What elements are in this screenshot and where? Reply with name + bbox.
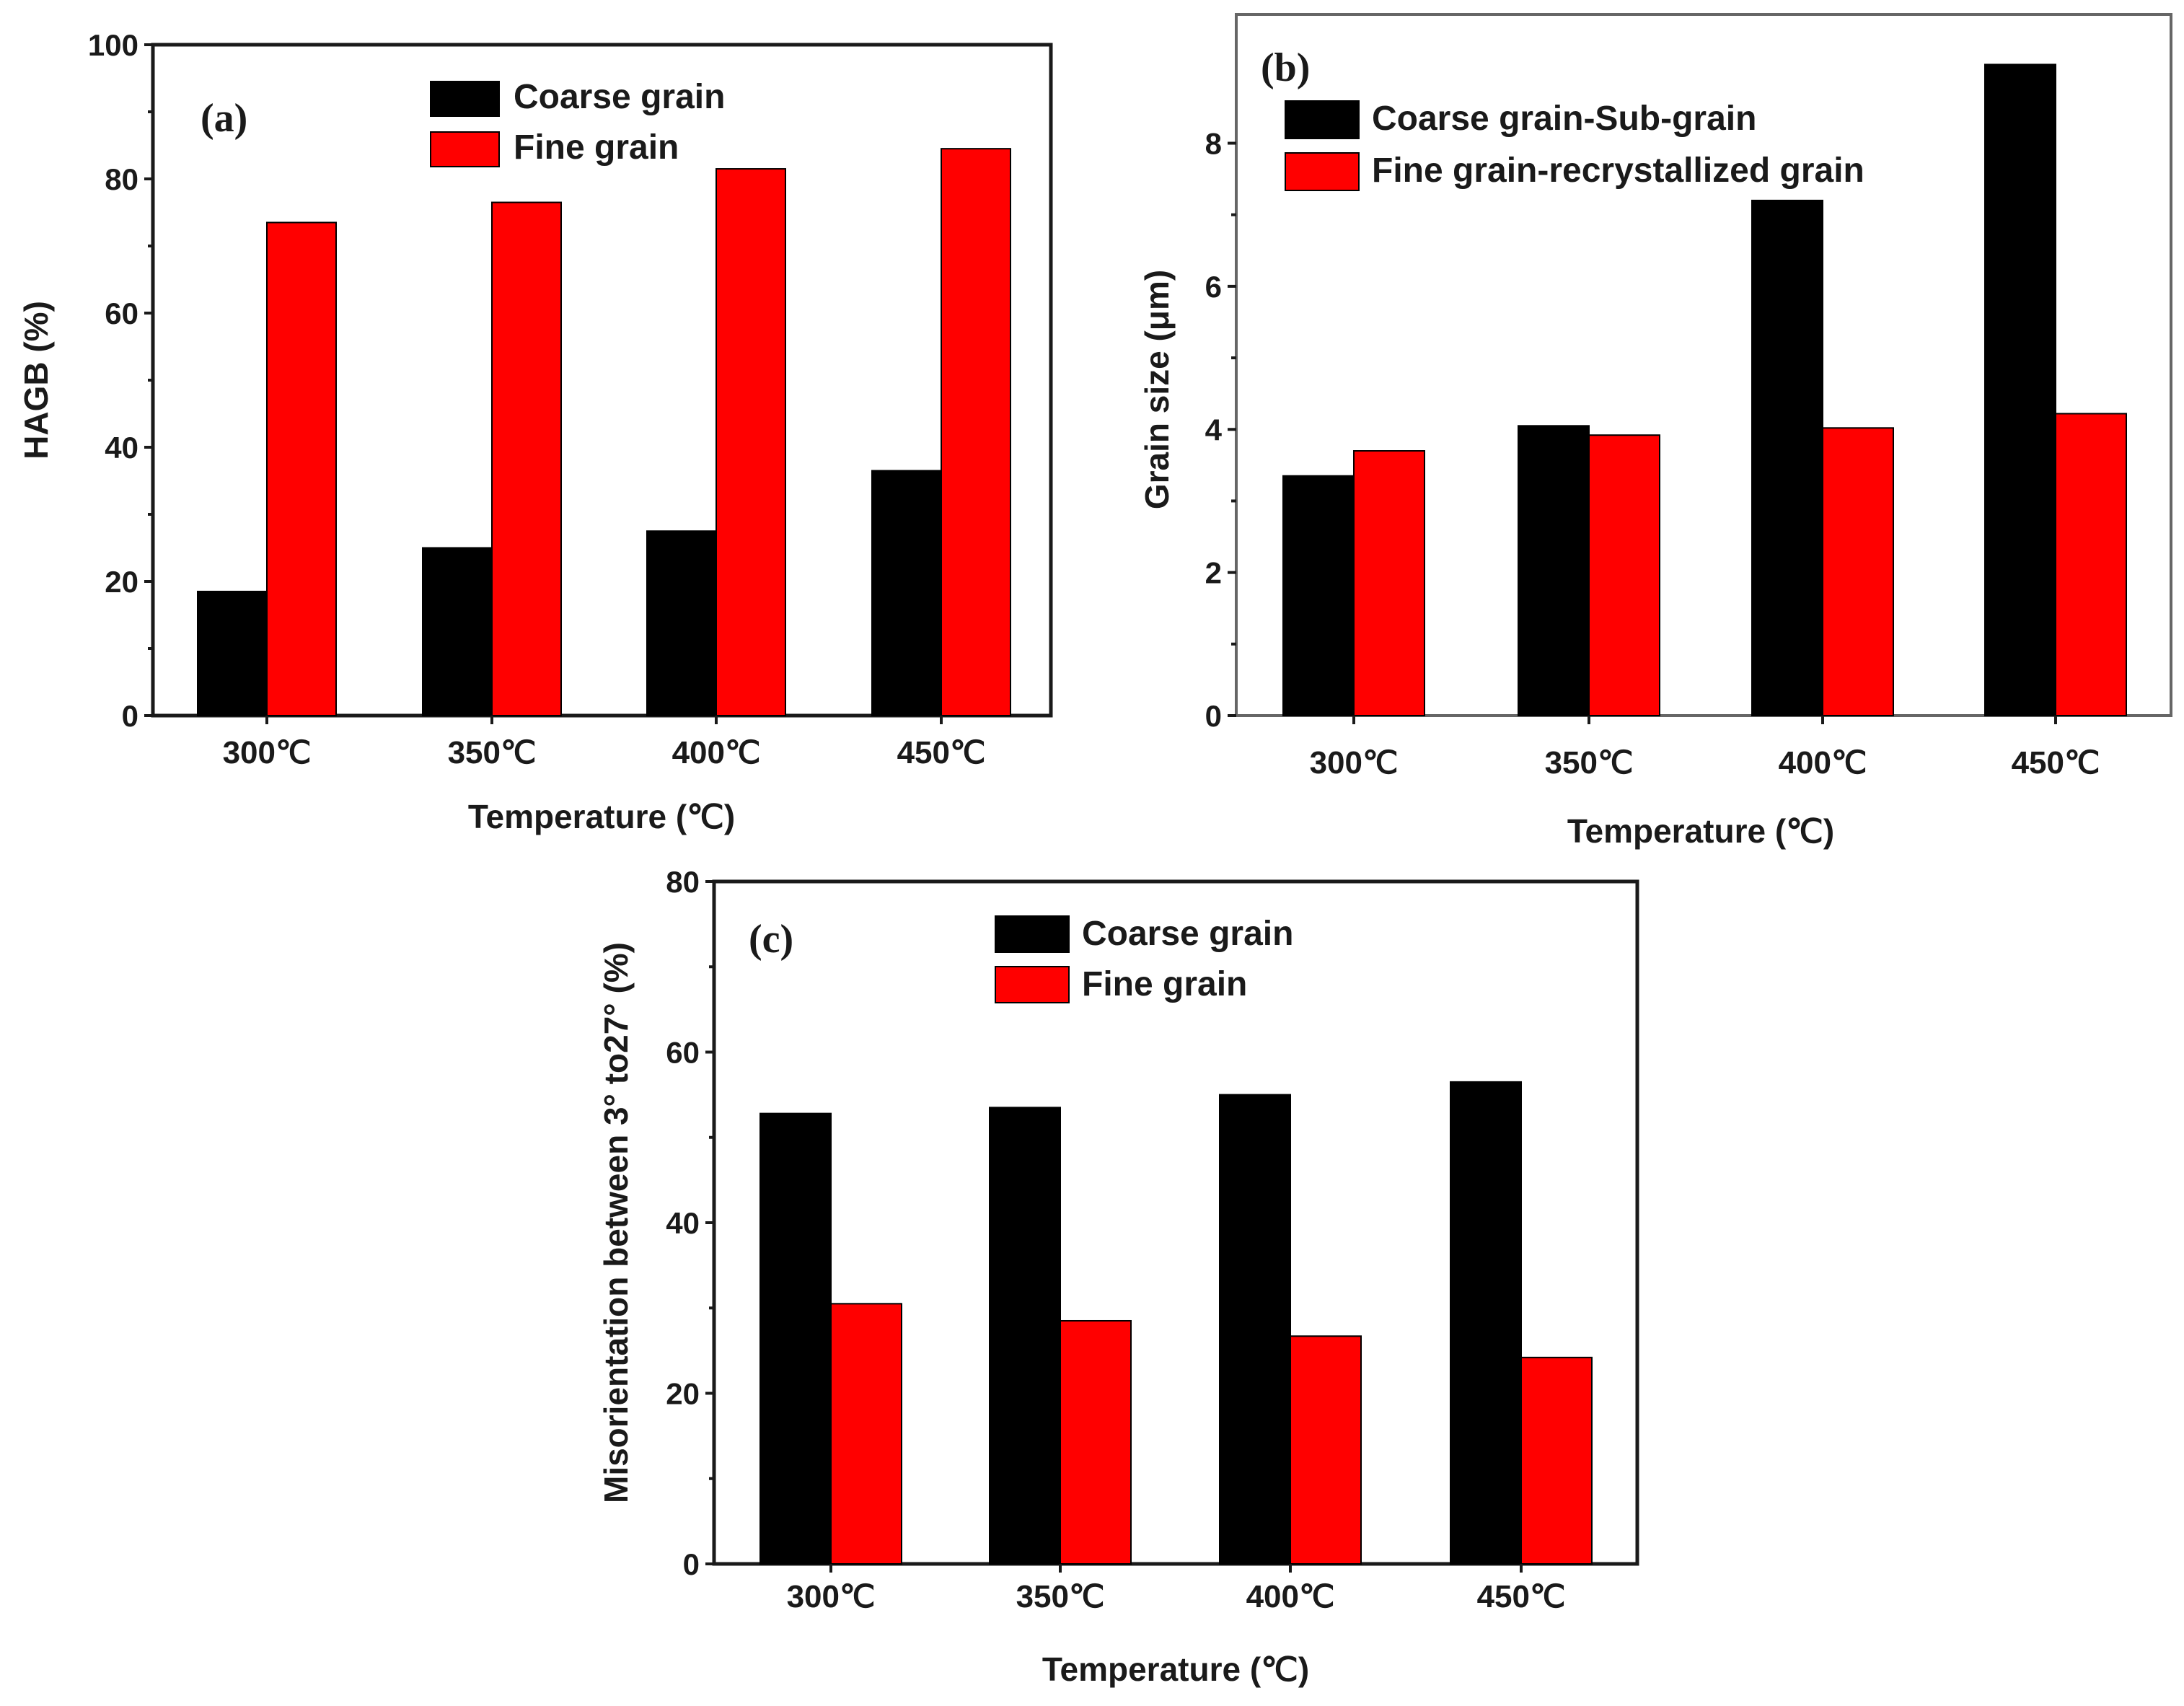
panel-b-x-tick-label-2: 400℃: [1779, 745, 1867, 781]
figure: 020406080100 300℃ 350℃ 400℃ 450℃ (a) Coarse…: [0, 0, 2184, 1706]
panel-b-bar-fine-2: [1823, 428, 1893, 716]
panel-a-x-tick-label-0: 300℃: [223, 735, 312, 770]
panel-a-legend-label-fine: Fine grain: [514, 128, 679, 167]
panel-b-x-axis: 300℃ 350℃ 400℃ 450℃: [1310, 716, 2100, 781]
panel-a-y-tick-label-2: 40: [105, 431, 138, 465]
panel-a-bar-coarse-3: [872, 471, 941, 716]
panel-a-bar-fine-0: [267, 222, 336, 716]
panel-c-x-tick-label-2: 400℃: [1246, 1579, 1335, 1614]
panel-b-bar-coarse-2: [1752, 201, 1823, 716]
panel-a-y-tick-label-4: 80: [105, 162, 138, 196]
panel-b-bar-coarse-1: [1518, 426, 1589, 716]
panel-b-y-axis-title: Grain size (μm): [1138, 270, 1176, 509]
panel-a-legend-swatch-fine: [431, 132, 499, 167]
panel-c-bar-coarse-3: [1450, 1082, 1521, 1564]
panel-c-legend-swatch-coarse: [995, 916, 1069, 952]
panel-c-legend-label-fine: Fine grain: [1082, 965, 1247, 1003]
panel-a-y-axis-title: HAGB (%): [17, 301, 55, 460]
panel-c-chart: 0 20 40 60 80 300℃ 350℃ 400℃ 450℃ (c) Coarse gr…: [597, 865, 1637, 1688]
panel-c-bar-fine-1: [1060, 1321, 1131, 1564]
panel-c-y-tick-label-0: 0: [683, 1547, 700, 1581]
panel-a-y-axis: 0 20 40 60 80 100: [88, 28, 153, 733]
panel-a-x-axis-title: Temperature (℃): [468, 798, 735, 835]
panel-c-y-axis-title: Misorientation between 3° to27° (%): [597, 942, 635, 1503]
panel-b-legend-label-coarse: Coarse grain-Sub-grain: [1372, 100, 1756, 138]
panel-a-y-tick-label-1: 20: [105, 565, 138, 599]
panel-c-y-axis: 0 20 40 60 80: [666, 865, 714, 1581]
panel-c-y-tick-label-4: 80: [666, 865, 700, 899]
panel-c-bar-coarse-0: [760, 1114, 831, 1564]
panel-b-legend-label-fine: Fine grain-recrystallized grain: [1372, 151, 1864, 190]
panel-c-bar-fine-2: [1290, 1336, 1361, 1564]
panel-b-y-tick-label-1: 2: [1205, 556, 1222, 590]
panel-b-bar-fine-3: [2056, 413, 2126, 716]
panel-a-legend: Coarse grain Fine grain: [431, 78, 725, 167]
panel-a-x-axis: 300℃ 350℃ 400℃ 450℃: [223, 716, 986, 770]
panel-b-legend-swatch-coarse: [1285, 101, 1359, 138]
panel-a-bars: [198, 149, 1010, 716]
panel-c-x-tick-label-3: 450℃: [1477, 1579, 1566, 1614]
panel-b-x-axis-title: Temperature (℃): [1567, 812, 1834, 850]
panel-c-y-tick-label-3: 60: [666, 1036, 700, 1070]
panel-c-bar-fine-3: [1521, 1358, 1592, 1564]
panel-b-y-tick-label-2: 4: [1205, 413, 1223, 447]
panel-a-legend-label-coarse: Coarse grain: [514, 78, 725, 116]
panel-a-chart: 0 20 40 60 80 100 300℃ 350℃ 400℃ 450℃ (a) Coarse…: [17, 28, 1051, 835]
panel-c-bar-coarse-2: [1220, 1095, 1290, 1564]
panel-b-y-tick-label-3: 6: [1205, 270, 1222, 304]
panel-b-bar-coarse-0: [1283, 476, 1354, 716]
panel-c-bar-fine-0: [831, 1303, 902, 1564]
panel-b-bar-fine-0: [1354, 451, 1425, 716]
panel-b-x-tick-label-0: 300℃: [1310, 745, 1399, 781]
panel-c-x-axis-title: Temperature (℃): [1042, 1650, 1309, 1688]
panel-c-x-tick-label-1: 350℃: [1016, 1579, 1105, 1614]
panel-c-y-tick-label-1: 20: [666, 1377, 700, 1411]
panel-c-legend-swatch-fine: [995, 967, 1069, 1003]
panel-c-label: (c): [749, 917, 793, 962]
panel-c-x-tick-label-0: 300℃: [787, 1579, 876, 1614]
panel-b-y-tick-label-0: 0: [1205, 699, 1222, 733]
panel-c-y-tick-label-2: 40: [666, 1206, 700, 1240]
panel-b-x-tick-label-3: 450℃: [2012, 745, 2100, 781]
panel-a-y-tick-label-0: 0: [122, 699, 138, 733]
panel-a-bar-coarse-0: [198, 592, 267, 716]
panel-a-label: (a): [201, 96, 247, 141]
panel-b-y-tick-label-4: 8: [1205, 127, 1222, 161]
panel-b-bar-fine-1: [1589, 435, 1660, 716]
panel-a-y-tick-label-5: 100: [88, 28, 138, 62]
panel-c-legend: Coarse grain Fine grain: [995, 915, 1293, 1003]
panel-b-bar-coarse-3: [1985, 64, 2056, 716]
panel-b-label: (b): [1261, 45, 1310, 90]
panel-a-x-tick-label-3: 450℃: [897, 735, 986, 770]
panel-a-bar-coarse-1: [423, 548, 492, 716]
panel-b-x-tick-label-1: 350℃: [1545, 745, 1634, 781]
panel-b-legend-swatch-fine: [1285, 153, 1359, 190]
panel-b-legend: Coarse grain-Sub-grain Fine grain-recrys…: [1285, 100, 1864, 190]
panel-c-legend-label-coarse: Coarse grain: [1082, 915, 1293, 953]
panel-a-bar-coarse-2: [647, 531, 716, 716]
panel-c-bar-coarse-1: [990, 1107, 1060, 1564]
panel-c-x-axis: 300℃ 350℃ 400℃ 450℃: [787, 1564, 1566, 1614]
panel-c-bars: [760, 1082, 1592, 1564]
panel-a-bar-fine-2: [716, 169, 785, 716]
panel-a-x-tick-label-2: 400℃: [672, 735, 761, 770]
panel-a-x-tick-label-1: 350℃: [448, 735, 537, 770]
panel-a-y-tick-label-3: 60: [105, 296, 138, 330]
panel-a-legend-swatch-coarse: [431, 82, 499, 116]
panel-a-bar-fine-1: [492, 203, 561, 716]
panel-b-chart: 0 2 4 6 8 300℃ 350℃ 400℃ 450℃ (b) Coarse grain-…: [1138, 14, 2171, 850]
panel-b-y-axis: 0 2 4 6 8: [1205, 127, 1236, 733]
panel-a-bar-fine-3: [941, 149, 1010, 716]
